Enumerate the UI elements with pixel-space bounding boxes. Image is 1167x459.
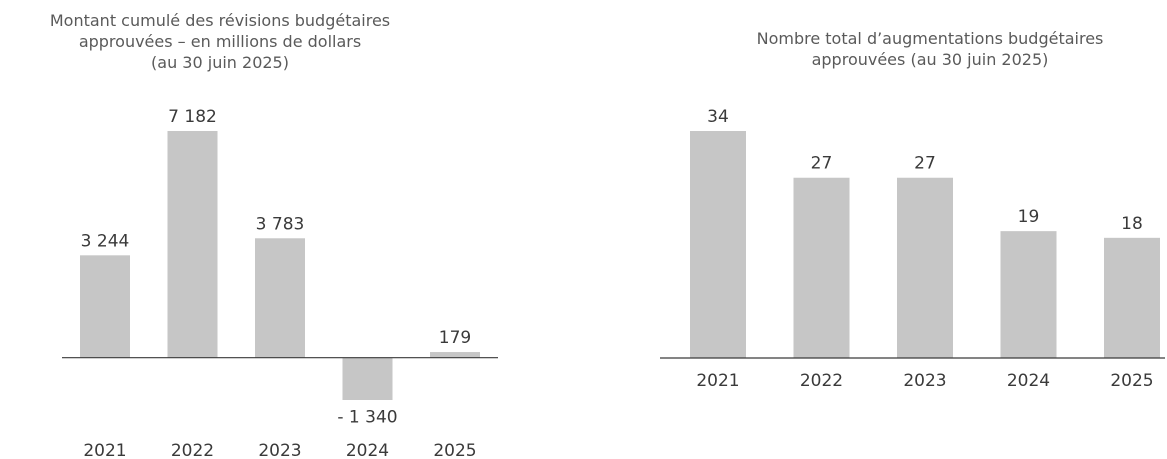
x-tick-label: 2025 — [1110, 371, 1153, 391]
data-label: 3 244 — [81, 231, 130, 251]
left-chart-title: Montant cumulé des révisions budgétaires… — [0, 10, 440, 73]
x-tick-label: 2024 — [346, 441, 389, 459]
bar-2023 — [255, 238, 305, 358]
bar-2023 — [897, 177, 953, 358]
data-label: 7 182 — [168, 107, 217, 127]
data-label: 27 — [914, 154, 936, 174]
bar-2022 — [793, 177, 850, 358]
data-label: 19 — [1018, 207, 1040, 227]
x-tick-label: 2021 — [696, 371, 739, 391]
bar-2021 — [690, 131, 746, 358]
bar-2022 — [167, 131, 218, 358]
data-label: 18 — [1121, 214, 1143, 234]
x-tick-label: 2024 — [1007, 371, 1050, 391]
left-chart-title-line: approuvées – en millions de dollars — [78, 32, 362, 51]
bar-2024 — [342, 357, 393, 400]
x-tick-label: 2023 — [258, 441, 301, 459]
data-label: 179 — [439, 328, 471, 348]
x-tick-label: 2022 — [800, 371, 843, 391]
left-chart-title-line: (au 30 juin 2025) — [151, 53, 289, 72]
left-chart-title-line: Montant cumulé des révisions budgétaires — [49, 11, 391, 30]
bar-2021 — [80, 255, 130, 358]
right-chart-title-line: Nombre total d’augmentations budgétaires — [756, 29, 1104, 48]
x-tick-label: 2022 — [171, 441, 214, 459]
data-label: 27 — [811, 154, 833, 174]
right-chart-title: Nombre total d’augmentations budgétaires… — [700, 28, 1160, 70]
bar-2024 — [1000, 231, 1057, 358]
bar-2025 — [430, 352, 480, 358]
x-tick-label: 2021 — [83, 441, 126, 459]
data-label: 34 — [707, 107, 729, 127]
right-chart-title-line: approuvées (au 30 juin 2025) — [811, 50, 1049, 69]
x-tick-label: 2025 — [433, 441, 476, 459]
budget-revision-amount-chart: 3 244 2021 7 182 2022 3 783 2023 - 1 340 2024 17… — [62, 107, 498, 459]
x-tick-label: 2023 — [903, 371, 946, 391]
bar-2025 — [1104, 237, 1160, 358]
data-label: 3 783 — [256, 214, 305, 234]
data-label: - 1 340 — [337, 408, 397, 428]
